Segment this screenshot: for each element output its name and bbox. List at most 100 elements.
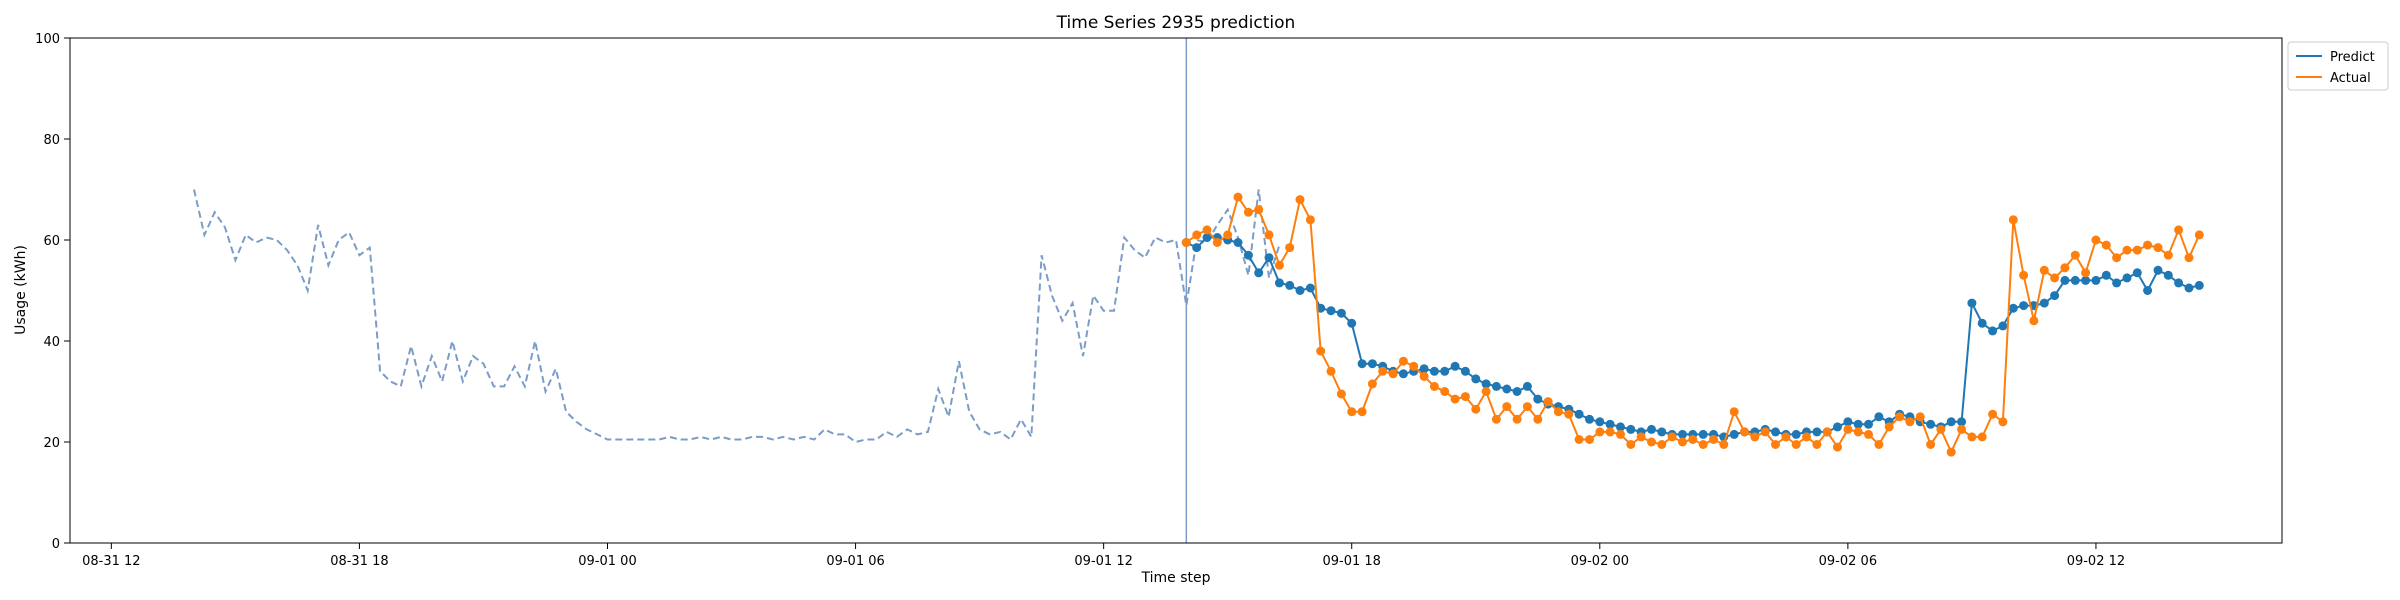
predict-point	[2132, 268, 2142, 278]
actual-point	[1988, 409, 1998, 419]
predict-point	[1595, 417, 1605, 427]
predict-point	[2050, 291, 2060, 301]
predict-point	[1450, 361, 1460, 371]
predict-point	[1460, 366, 1470, 376]
predict-point	[2081, 275, 2091, 285]
actual-point	[2008, 215, 2018, 225]
actual-point	[2019, 270, 2029, 280]
predict-point	[1585, 414, 1594, 424]
predict-point	[2091, 275, 2101, 285]
actual-point	[1574, 435, 1584, 444]
actual-point	[2184, 253, 2194, 263]
predict-point	[2070, 275, 2080, 285]
actual-point	[1367, 379, 1377, 389]
predict-point	[1833, 422, 1842, 432]
actual-point	[1822, 427, 1832, 437]
actual-point	[1409, 361, 1419, 371]
predict-point	[1926, 419, 1936, 429]
x-tick-label: 09-02 06	[1819, 554, 1877, 569]
predict-point	[1657, 427, 1667, 437]
actual-point	[2081, 268, 2091, 278]
predict-point	[2008, 303, 2018, 313]
actual-point	[1843, 424, 1853, 434]
predict-point	[1574, 409, 1584, 419]
actual-point	[1616, 429, 1625, 439]
predict-point	[2101, 270, 2111, 280]
actual-point	[2060, 263, 2070, 273]
actual-point	[1771, 440, 1780, 449]
actual-point	[1326, 366, 1336, 376]
x-tick-label: 09-02 12	[2067, 554, 2125, 569]
actual-point	[1905, 417, 1915, 427]
predict-point	[1605, 419, 1615, 429]
y-tick-label: 80	[43, 133, 60, 148]
actual-point	[1946, 447, 1956, 457]
x-tick-label: 08-31 12	[82, 554, 140, 569]
actual-point	[1678, 437, 1687, 447]
actual-point	[1212, 238, 1222, 247]
predict-point	[1274, 278, 1284, 288]
actual-point	[1533, 414, 1543, 424]
y-tick-label: 60	[43, 234, 60, 249]
actual-point	[1864, 429, 1873, 439]
predict-point	[1398, 369, 1408, 379]
actual-point	[1564, 409, 1574, 419]
actual-point	[1522, 402, 1532, 412]
actual-point	[1967, 432, 1977, 442]
predict-point	[2163, 270, 2173, 280]
actual-point	[2050, 273, 2060, 283]
predict-point	[1243, 250, 1253, 260]
actual-point	[1502, 402, 1512, 412]
actual-point	[2194, 230, 2204, 240]
predict-point	[1295, 286, 1305, 295]
actual-point	[2153, 243, 2163, 253]
y-tick-label: 100	[35, 32, 60, 47]
actual-point	[1305, 215, 1315, 225]
actual-point	[1316, 346, 1326, 356]
actual-point	[1781, 432, 1791, 442]
predict-point	[1481, 379, 1491, 389]
actual-point	[1398, 356, 1408, 366]
actual-point	[1181, 238, 1191, 247]
actual-point	[1729, 407, 1739, 417]
x-tick-label: 09-01 12	[1074, 554, 1132, 569]
predict-point	[1678, 429, 1687, 439]
plot-frame	[69, 37, 2283, 544]
actual-point	[2101, 240, 2111, 250]
series-actual	[1181, 192, 2204, 457]
actual-point	[1853, 427, 1863, 437]
predict-point	[1698, 429, 1708, 439]
predict-point	[1988, 326, 1998, 336]
y-tick-label: 40	[43, 335, 60, 350]
actual-point	[2122, 245, 2132, 255]
actual-point	[1957, 424, 1967, 434]
actual-point	[1243, 207, 1253, 217]
predict-point	[1502, 384, 1512, 394]
actual-point	[2112, 253, 2122, 263]
predict-point	[1233, 238, 1243, 247]
actual-point	[1585, 435, 1594, 444]
actual-point	[1605, 427, 1615, 437]
predict-point	[1512, 387, 1522, 396]
predict-point	[2060, 275, 2070, 285]
predict-point	[1522, 381, 1532, 391]
actual-point	[1419, 371, 1429, 381]
actual-point	[2132, 245, 2142, 255]
actual-point	[1440, 387, 1450, 396]
actual-point	[1626, 440, 1636, 449]
plot-area	[193, 38, 2204, 543]
actual-point	[1895, 412, 1905, 422]
y-tick-label: 20	[43, 436, 60, 451]
predict-point	[1626, 424, 1636, 434]
actual-point	[1471, 404, 1481, 414]
actual-point	[1740, 427, 1749, 437]
predict-point	[1471, 374, 1481, 384]
predict-point	[1336, 308, 1346, 318]
actual-point	[1657, 440, 1667, 449]
predict-point	[2122, 273, 2132, 283]
actual-point	[1491, 414, 1501, 424]
actual-point	[1264, 230, 1274, 240]
actual-point	[1192, 230, 1202, 240]
actual-point	[1874, 440, 1884, 449]
actual-point	[1977, 432, 1987, 442]
